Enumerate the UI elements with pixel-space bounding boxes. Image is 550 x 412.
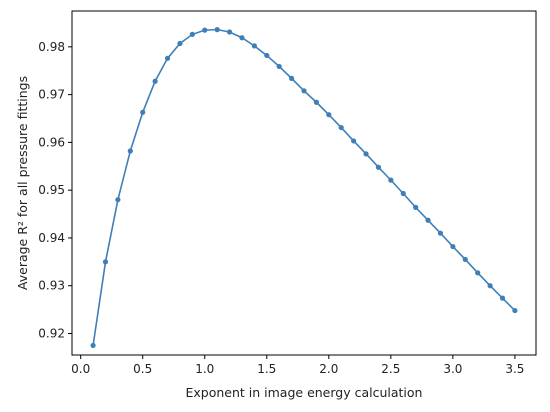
x-tick-label: 0.5 [133,362,152,376]
y-tick-label: 0.95 [38,183,65,197]
data-point [214,27,220,33]
data-point [115,197,121,203]
data-point [102,259,109,265]
data-point [487,283,493,289]
data-point [450,243,456,250]
series-line [92,28,516,346]
y-tick-label: 0.97 [38,88,65,102]
x-tick-label: 3.0 [443,362,462,376]
x-tick-label: 2.0 [319,362,338,376]
data-point [363,151,369,157]
plot-area-frame [71,10,537,356]
x-tick-label: 1.5 [257,362,276,376]
data-point [512,307,518,314]
y-tick-label: 0.98 [38,40,65,54]
data-point [462,256,468,263]
y-axis-ticks: 0.92 0.93 0.94 0.95 0.96 0.97 0.98 [38,40,72,341]
data-point [140,109,146,115]
data-points [90,27,518,349]
x-tick-label: 2.5 [381,362,400,376]
data-point [251,43,257,49]
data-point [499,295,506,301]
data-point [202,27,208,33]
data-point [375,164,382,170]
x-axis-label: Exponent in image energy calculation [186,385,423,400]
data-point [413,204,419,210]
data-point [326,112,332,118]
data-point [400,190,406,197]
data-point [264,52,270,59]
x-tick-label: 0.0 [71,362,90,376]
x-tick-label: 1.0 [195,362,214,376]
y-tick-label: 0.93 [38,279,65,293]
x-tick-label: 3.5 [505,362,524,376]
data-point [90,342,96,349]
data-point [425,217,431,223]
data-point [164,55,171,61]
data-point [338,124,344,131]
y-axis-label: Average R² for all pressure fittings [15,76,30,290]
data-point [351,138,357,144]
data-point [177,40,183,47]
data-point [288,75,295,81]
y-tick-label: 0.94 [38,231,65,245]
y-tick-label: 0.96 [38,135,65,149]
data-point [239,35,245,41]
data-point [301,88,307,94]
data-point [313,99,320,105]
data-point [475,270,481,276]
data-point [437,230,444,236]
data-point [152,78,158,84]
data-point [226,29,233,35]
x-axis-ticks: 0.0 0.5 1.0 1.5 2.0 2.5 3.0 3.5 [71,355,524,376]
y-tick-label: 0.92 [38,327,65,341]
data-point [388,177,394,183]
data-point [127,148,133,154]
data-point [189,31,195,38]
data-point [276,63,282,70]
